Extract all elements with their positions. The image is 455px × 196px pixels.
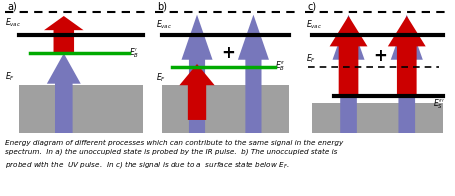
Bar xyxy=(312,103,443,133)
Text: $E_{vac}$: $E_{vac}$ xyxy=(156,18,172,31)
Text: $E_S^{\prime\prime\prime}$: $E_S^{\prime\prime\prime}$ xyxy=(433,97,445,111)
Polygon shape xyxy=(182,15,212,133)
Bar xyxy=(162,85,288,133)
Text: $E_F$: $E_F$ xyxy=(306,53,316,65)
Text: $E_B^{\prime\prime}$: $E_B^{\prime\prime}$ xyxy=(274,60,285,73)
Text: $E_{vac}$: $E_{vac}$ xyxy=(5,17,20,29)
Text: $E_F$: $E_F$ xyxy=(156,72,166,84)
Text: +: + xyxy=(374,47,388,65)
Polygon shape xyxy=(391,15,423,133)
Polygon shape xyxy=(238,15,269,133)
Polygon shape xyxy=(44,16,84,53)
Polygon shape xyxy=(329,16,368,96)
Text: +: + xyxy=(221,44,235,62)
Polygon shape xyxy=(179,64,215,120)
Text: $E_F$: $E_F$ xyxy=(5,70,15,83)
Text: b): b) xyxy=(157,1,167,11)
Polygon shape xyxy=(333,15,364,133)
Text: a): a) xyxy=(7,1,17,11)
Text: c): c) xyxy=(308,1,317,11)
Polygon shape xyxy=(47,53,81,133)
Text: $E_{vac}$: $E_{vac}$ xyxy=(306,18,323,31)
Bar xyxy=(19,85,143,133)
Text: Energy diagram of different processes which can contribute to the same signal in: Energy diagram of different processes wh… xyxy=(5,140,343,170)
Polygon shape xyxy=(388,16,426,96)
Text: $E_B'$: $E_B'$ xyxy=(129,47,139,60)
